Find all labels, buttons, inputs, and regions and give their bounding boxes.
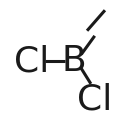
Text: B: B <box>61 44 86 78</box>
Text: Cl: Cl <box>14 44 50 78</box>
Text: Cl: Cl <box>77 83 112 117</box>
